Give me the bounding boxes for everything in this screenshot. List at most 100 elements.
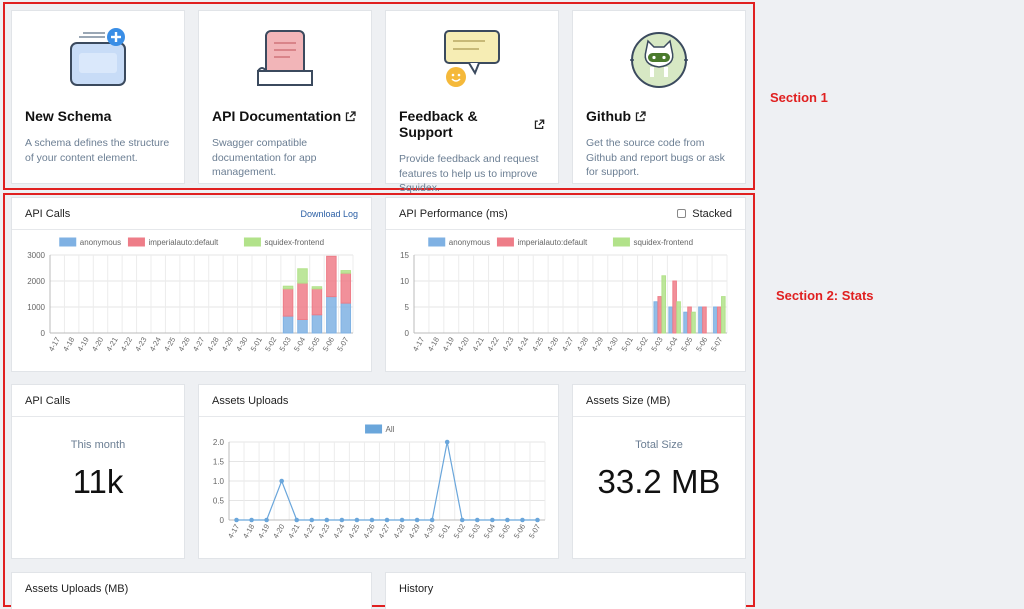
x-tick-label: 4-24 (515, 336, 530, 354)
data-point (294, 517, 300, 523)
x-tick-label: 4-27 (376, 523, 391, 541)
y-tick-label: 2000 (27, 277, 45, 286)
legend-swatch (59, 237, 77, 247)
y-tick-label: 15 (400, 251, 409, 260)
x-tick-label: 4-17 (411, 336, 426, 354)
bar-segment (282, 315, 294, 334)
card-description: Get the source code from Github and repo… (586, 137, 725, 178)
y-tick-label: 5 (405, 303, 410, 312)
stacked-label: Stacked (692, 207, 732, 220)
assets-uploads-chart-card: Assets Uploads All 0 0.5 1.0 1.5 2.0 4-17 4-18 4… (198, 384, 559, 559)
data-point (414, 517, 420, 523)
x-tick-label: 4-26 (361, 523, 376, 541)
x-tick-label: 5-03 (278, 336, 293, 354)
external-link-icon (345, 110, 356, 121)
y-tick-label: 0 (41, 329, 46, 338)
bar-segment (297, 282, 308, 320)
data-point (264, 517, 269, 523)
x-tick-label: 4-25 (162, 336, 177, 354)
y-tick-label: 0.5 (213, 497, 225, 506)
bar (713, 306, 718, 334)
legend-label: squidex-frontend (264, 238, 324, 247)
x-tick-label: 4-18 (241, 523, 256, 541)
x-tick-label: 4-25 (530, 336, 545, 354)
stat-value: 33.2 MB (597, 463, 721, 500)
x-tick-label: 4-20 (271, 523, 286, 541)
y-tick-label: 3000 (27, 251, 45, 260)
card-title: API Performance (ms) (399, 207, 508, 220)
x-tick-label: 4-28 (391, 523, 406, 541)
bar-segment (311, 288, 323, 316)
x-tick-label: 5-01 (620, 336, 635, 354)
x-tick-label: 4-25 (346, 523, 361, 541)
x-tick-label: 4-22 (119, 336, 134, 354)
x-tick-label: 5-01 (437, 523, 452, 541)
bar-segment (311, 286, 323, 290)
download-log-link[interactable]: Download Log (300, 208, 358, 219)
bar-segment (297, 268, 308, 284)
x-tick-label: 4-18 (61, 336, 76, 354)
x-tick-label: 4-22 (485, 336, 500, 354)
legend-label: squidex-frontend (633, 238, 693, 247)
data-point (309, 517, 315, 523)
bar (702, 306, 707, 334)
schema-plus-icon (70, 28, 126, 86)
x-tick-label: 5-07 (335, 336, 350, 354)
api-documentation-card[interactable]: API Documentation Swagger compatible doc… (198, 10, 372, 184)
data-point (535, 517, 540, 523)
document-icon (257, 30, 313, 86)
bar (661, 275, 666, 334)
stat-value: 11k (72, 463, 124, 500)
x-tick-label: 4-20 (90, 336, 105, 354)
x-tick-label: 4-19 (76, 336, 91, 354)
bar-segment (326, 255, 337, 298)
x-tick-label: 5-02 (634, 336, 649, 354)
bar (687, 306, 692, 334)
x-tick-label: 5-06 (694, 336, 709, 354)
bar (676, 301, 681, 334)
bar (653, 301, 659, 334)
x-tick-label: 4-26 (177, 336, 192, 354)
x-tick-label: 5-03 (649, 336, 664, 354)
external-link-icon (635, 110, 646, 121)
data-point (474, 517, 480, 523)
api-calls-chart-card: API Calls Download Log anonymous imperial… (11, 197, 372, 372)
new-schema-card[interactable]: New Schema A schema defines the structur… (11, 10, 185, 184)
bar (721, 296, 726, 334)
api-performance-chart-card: API Performance (ms) Stacked anonymous im… (385, 197, 746, 372)
x-tick-label: 4-28 (205, 336, 220, 354)
x-tick-label: 5-03 (467, 523, 482, 541)
x-tick-label: 4-29 (407, 523, 422, 541)
y-tick-label: 1.5 (213, 458, 225, 467)
x-tick-label: 4-29 (590, 336, 605, 354)
bar-segment (311, 314, 323, 334)
x-tick-label: 4-27 (560, 336, 575, 354)
x-tick-label: 4-30 (422, 523, 437, 541)
data-point (249, 517, 254, 523)
card-description: Swagger compatible documentation for app… (212, 137, 317, 178)
legend-label: imperialauto:default (517, 238, 588, 247)
section1-annotation: Section 1 (770, 90, 828, 105)
stacked-toggle[interactable]: Stacked (677, 208, 732, 220)
data-point (399, 517, 405, 523)
section2-annotation: Section 2: Stats (776, 288, 874, 303)
x-tick-label: 5-02 (263, 336, 278, 354)
card-description: A schema defines the structure of your c… (25, 137, 170, 164)
y-tick-label: 0 (405, 329, 410, 338)
api-performance-chart: anonymous imperialauto:default squidex-fro… (400, 237, 728, 354)
legend-label: anonymous (449, 238, 490, 247)
legend-swatch (612, 237, 630, 247)
x-tick-label: 4-19 (256, 523, 271, 541)
y-tick-label: 0 (220, 516, 225, 525)
x-tick-label: 4-23 (316, 523, 331, 541)
card-title: Feedback & Support (399, 108, 545, 140)
data-point (339, 517, 345, 523)
y-tick-label: 1.0 (213, 477, 225, 486)
feedback-support-card[interactable]: Feedback & Support Provide feedback and … (385, 10, 559, 194)
x-tick-label: 4-28 (575, 336, 590, 354)
data-point (520, 517, 525, 523)
stacked-checkbox[interactable] (677, 209, 687, 218)
legend-swatch (496, 237, 514, 247)
github-card[interactable]: Github Get the source code from Github a… (572, 10, 746, 184)
x-tick-label: 4-22 (301, 523, 316, 541)
